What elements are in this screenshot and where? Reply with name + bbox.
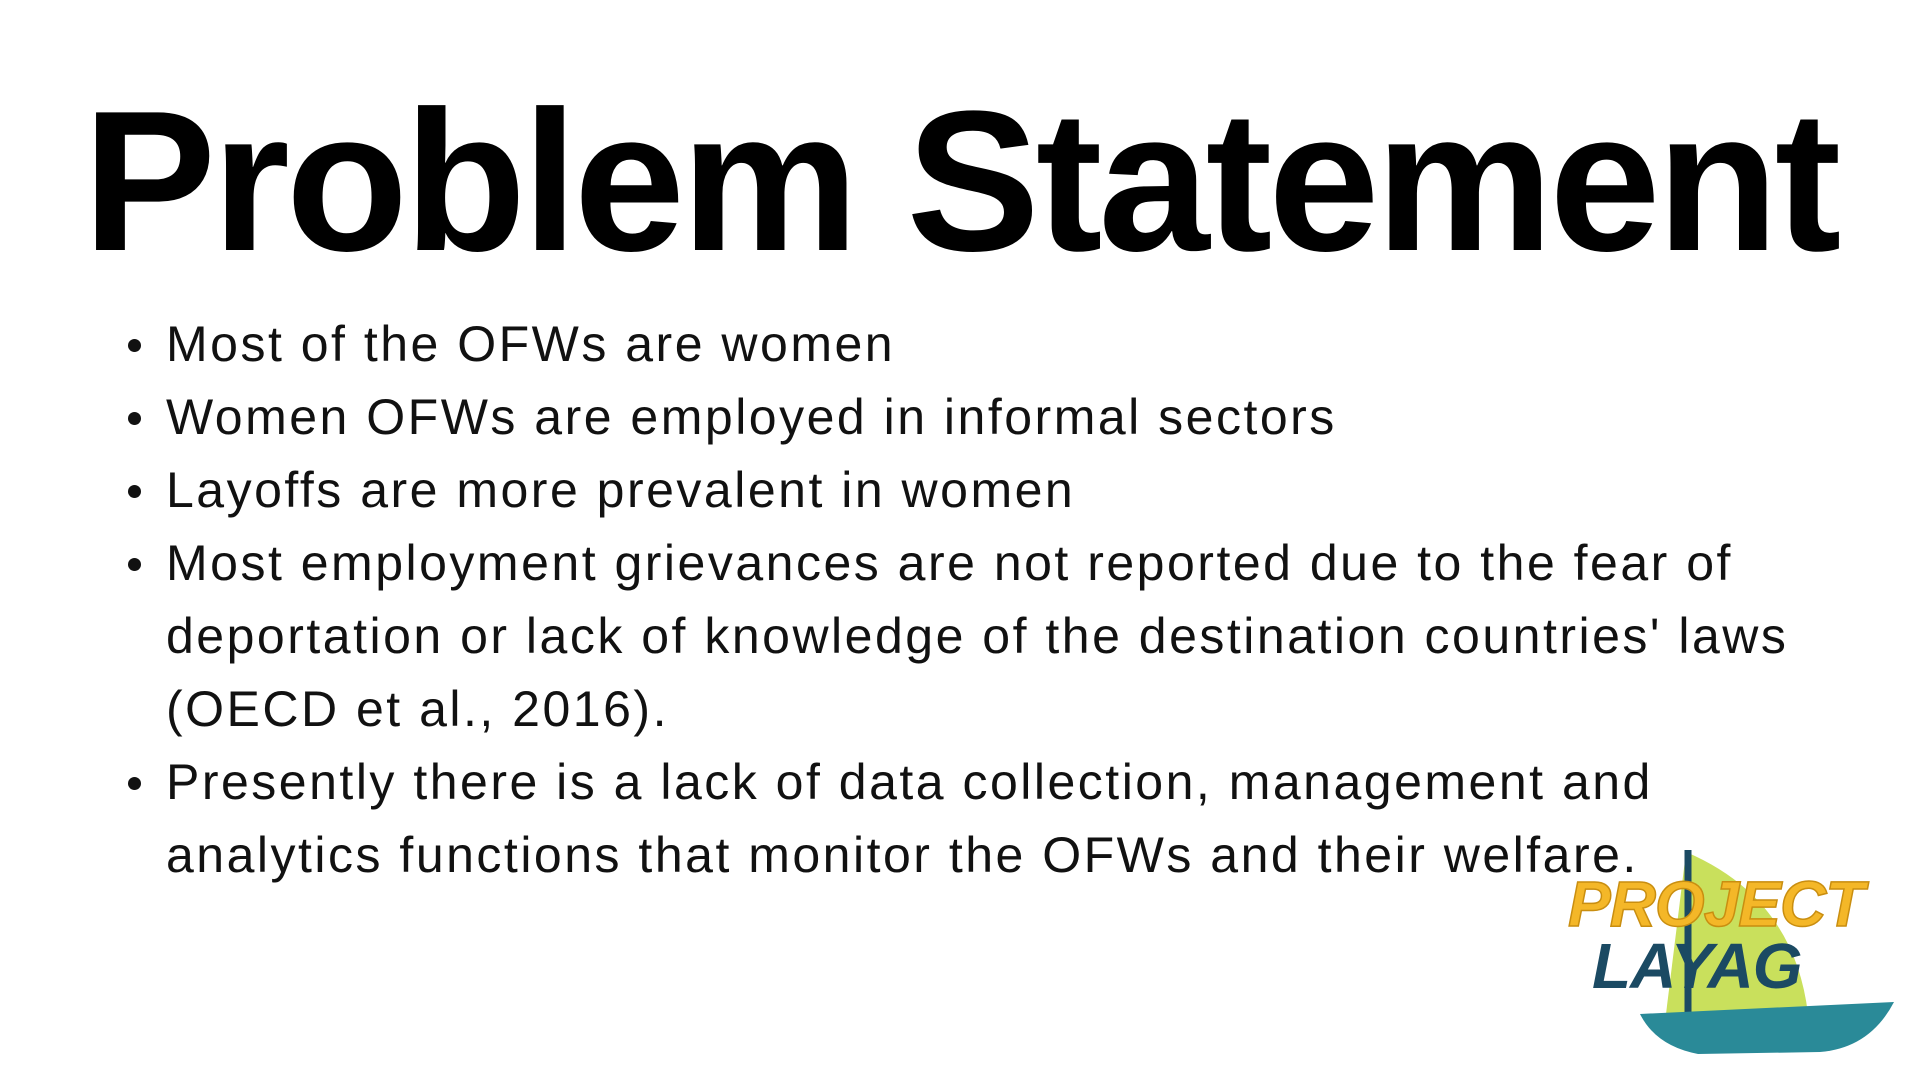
bullet-dot-icon <box>128 558 141 571</box>
slide-title: Problem Statement <box>82 70 1842 293</box>
bullet-item: Most of the OFWs are women <box>128 308 1828 381</box>
logo-text-project: PROJECT <box>1568 868 1869 940</box>
bullet-item: Presently there is a lack of data collec… <box>128 746 1828 892</box>
bullet-dot-icon <box>128 777 141 790</box>
bullet-text: Women OFWs are employed in informal sect… <box>166 389 1337 445</box>
bullet-item: Layoffs are more prevalent in women <box>128 454 1828 527</box>
sail-shape <box>1666 852 1808 1014</box>
hull-shape <box>1640 1002 1894 1054</box>
bullet-item: Women OFWs are employed in informal sect… <box>128 381 1828 454</box>
bullet-item: Most employment grievances are not repor… <box>128 527 1828 746</box>
bullet-dot-icon <box>128 485 141 498</box>
bullet-text: Layoffs are more prevalent in women <box>166 462 1076 518</box>
bullet-text: Most of the OFWs are women <box>166 316 896 372</box>
project-layag-logo: PROJECT LAYAG <box>1567 850 1894 1054</box>
logo-text-layag: LAYAG <box>1592 930 1802 1002</box>
bullet-dot-icon <box>128 412 141 425</box>
bullet-text: Most employment grievances are not repor… <box>166 535 1789 737</box>
bullet-list: Most of the OFWs are women Women OFWs ar… <box>128 308 1828 892</box>
bullet-text: Presently there is a lack of data collec… <box>166 754 1653 883</box>
bullet-dot-icon <box>128 339 141 352</box>
